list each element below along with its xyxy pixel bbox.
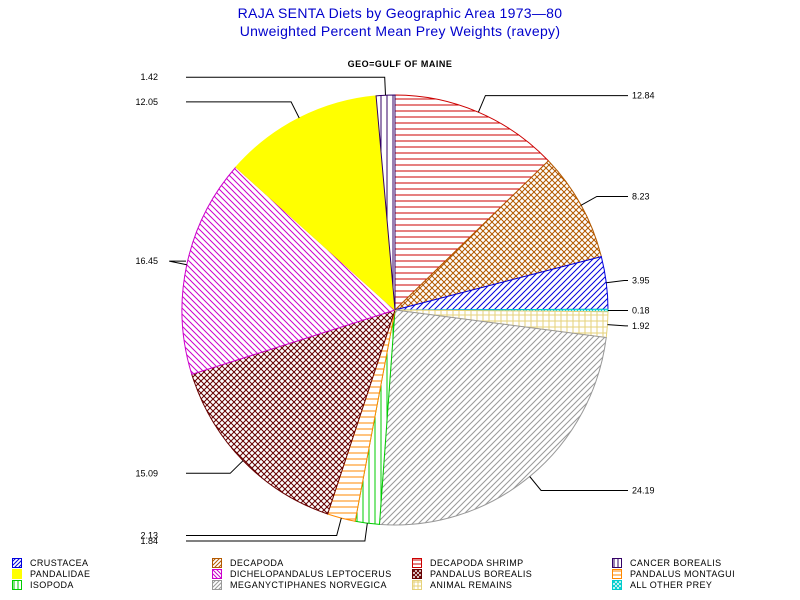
leader-line [186,102,299,118]
legend-swatch [612,569,623,579]
legend-swatch [212,580,223,590]
legend-label: MEGANYCTIPHANES NORVEGICA [230,580,387,591]
legend-swatch [212,569,223,579]
legend-swatch [612,558,623,568]
legend-label: DICHELOPANDALUS LEPTOCERUS [230,569,392,580]
slice-value-label: 2.13 [140,531,158,541]
legend-swatch [412,580,423,590]
legend-swatch [12,569,23,579]
legend-swatch [12,580,23,590]
chart-legend: CRUSTACEA DECAPODA DECAPODA SHRIMP CANCER B… [0,558,800,598]
slice-value-label: 12.84 [632,91,655,101]
legend-label: CRUSTACEA [30,558,88,569]
legend-swatch [612,580,623,590]
leader-line [186,523,367,541]
slice-value-label: 0.18 [632,306,650,316]
leader-line [186,77,386,95]
legend-label: PANDALUS BOREALIS [430,569,532,580]
legend-label: ISOPODA [30,580,74,591]
leader-line [530,477,628,491]
leader-line [608,325,629,326]
legend-label: DECAPODA SHRIMP [430,558,524,569]
legend-swatch [412,558,423,568]
leader-line [186,518,341,536]
legend-label: PANDALUS MONTAGUI [630,569,735,580]
leader-line [169,261,187,265]
slice-value-label: 1.92 [632,321,650,331]
slice-value-label: 1.42 [140,72,158,82]
leader-line [606,281,628,283]
slice-value-label: 12.05 [135,97,158,107]
slice-value-label: 8.23 [632,192,650,202]
leader-line [581,197,628,206]
legend-label: ALL OTHER PREY [630,580,712,591]
legend-label: ANIMAL REMAINS [430,580,512,591]
pie-slice-meganyctiphanes-norvegica [379,310,606,525]
legend-label: CANCER BOREALIS [630,558,722,569]
legend-label: PANDALIDAE [30,569,90,580]
leader-line [478,96,628,113]
pie-chart: 12.848.233.950.181.9224.191.842.1315.091… [0,0,800,556]
slice-value-label: 15.09 [135,468,158,478]
slice-value-label: 16.45 [135,256,158,266]
legend-swatch [12,558,23,568]
legend-swatch [212,558,223,568]
leader-line [186,461,243,474]
legend-swatch [412,569,423,579]
slice-value-label: 3.95 [632,276,650,286]
slice-value-label: 24.19 [632,486,655,496]
legend-label: DECAPODA [230,558,284,569]
